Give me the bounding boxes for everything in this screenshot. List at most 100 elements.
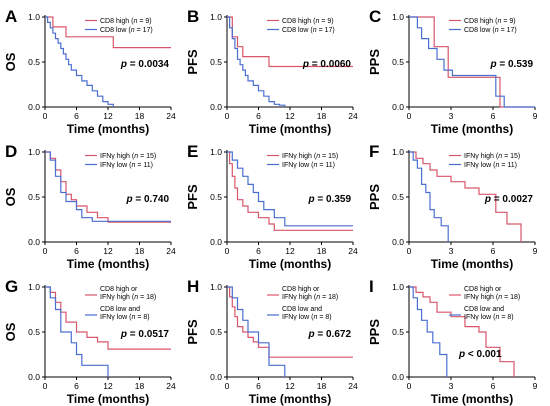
x-tick-label: 12 xyxy=(103,246,113,256)
x-tick-label: 18 xyxy=(317,381,327,391)
y-tick-label: 0.0 xyxy=(210,237,222,247)
km-curve-low xyxy=(227,16,286,107)
x-axis-label: Time (months) xyxy=(249,392,331,406)
x-tick-label: 18 xyxy=(135,246,145,256)
y-tick-label: 0.5 xyxy=(28,327,40,337)
legend-label: CD8 low and xyxy=(100,306,140,313)
panel-letter: D xyxy=(5,142,17,161)
panel-letter: B xyxy=(187,7,199,26)
y-tick-label: 1.0 xyxy=(392,12,404,22)
y-tick-label: 0.0 xyxy=(392,102,404,112)
x-tick-label: 24 xyxy=(166,246,176,256)
legend-label: CD8 high or xyxy=(282,286,320,293)
panel-c: C PPS 0.0 0.5 1.0 0 3 6 9 Time (months) CD8 high (… xyxy=(367,7,538,136)
x-tick-label: 18 xyxy=(317,111,327,121)
x-tick-label: 3 xyxy=(449,246,454,256)
km-curve-low xyxy=(227,151,353,227)
panel-f: F PPS 0.0 0.5 1.0 0 3 6 9 Time (months) IFNγ high … xyxy=(367,142,538,271)
x-tick-label: 0 xyxy=(43,381,48,391)
x-tick-label: 0 xyxy=(43,111,48,121)
p-value: p = 0.539 xyxy=(489,59,533,70)
x-tick-label: 12 xyxy=(103,111,113,121)
p-value: p = 0.0027 xyxy=(484,194,534,205)
x-tick-label: 18 xyxy=(135,381,145,391)
x-tick-label: 9 xyxy=(533,246,538,256)
x-axis-label: Time (months) xyxy=(67,392,149,406)
y-tick-label: 1.0 xyxy=(210,12,222,22)
y-tick-label: 1.0 xyxy=(28,147,40,157)
legend-label: IFNγ low (n = 11) xyxy=(464,162,517,169)
legend-label: CD8 low (n = 17) xyxy=(282,27,335,34)
km-curve-high xyxy=(227,151,353,231)
panel-letter: E xyxy=(187,142,198,161)
y-tick-label: 0.0 xyxy=(392,372,404,382)
x-tick-label: 0 xyxy=(225,111,230,121)
y-tick-label: 0.0 xyxy=(210,372,222,382)
y-tick-label: 1.0 xyxy=(210,147,222,157)
y-axis-label: PFS xyxy=(185,319,200,345)
x-tick-label: 0 xyxy=(225,381,230,391)
x-tick-label: 6 xyxy=(256,381,261,391)
p-value: p = 0.672 xyxy=(307,329,351,340)
x-tick-label: 12 xyxy=(285,111,295,121)
y-tick-label: 0.5 xyxy=(210,57,222,67)
x-tick-label: 24 xyxy=(166,381,176,391)
x-tick-label: 0 xyxy=(407,246,412,256)
y-tick-label: 0.5 xyxy=(28,57,40,67)
y-axis-label: PPS xyxy=(367,184,382,210)
x-tick-label: 6 xyxy=(491,381,496,391)
legend-label: IFNγ high (n = 15) xyxy=(100,153,156,160)
x-axis-label: Time (months) xyxy=(431,257,513,271)
legend-label: IFNγ low (n = 11) xyxy=(282,162,335,169)
x-tick-label: 12 xyxy=(285,246,295,256)
x-tick-label: 0 xyxy=(225,246,230,256)
panel-b: B PFS 0.0 0.5 1.0 0 6 12 18 24 Time (months) CD8 hi… xyxy=(185,7,358,136)
panel-a: A OS 0.0 0.5 1.0 0 6 12 18 24 Time (months) CD8 hig… xyxy=(3,7,176,136)
y-tick-label: 1.0 xyxy=(28,12,40,22)
x-axis-label: Time (months) xyxy=(249,257,331,271)
x-tick-label: 6 xyxy=(74,381,79,391)
km-curve-low xyxy=(45,286,109,377)
x-tick-label: 9 xyxy=(533,381,538,391)
y-tick-label: 0.5 xyxy=(28,192,40,202)
km-curve-high xyxy=(409,286,515,377)
x-tick-label: 6 xyxy=(74,246,79,256)
legend-label: CD8 high or xyxy=(464,286,502,293)
y-tick-label: 0.0 xyxy=(210,102,222,112)
panel-g: G OS 0.0 0.5 1.0 0 6 12 18 24 Time (months) CD8 hig… xyxy=(3,277,176,406)
y-axis-label: PFS xyxy=(185,184,200,210)
x-tick-label: 24 xyxy=(348,381,358,391)
legend-label: IFNγ low (n = 8) xyxy=(464,314,514,321)
y-tick-label: 1.0 xyxy=(28,282,40,292)
x-tick-label: 6 xyxy=(491,246,496,256)
y-tick-label: 0.5 xyxy=(210,327,222,337)
x-tick-label: 3 xyxy=(449,111,454,121)
x-tick-label: 6 xyxy=(74,111,79,121)
y-axis-label: OS xyxy=(3,52,18,71)
y-tick-label: 0.5 xyxy=(210,192,222,202)
km-curve-high xyxy=(227,286,353,358)
y-tick-label: 1.0 xyxy=(392,282,404,292)
y-tick-label: 0.5 xyxy=(392,327,404,337)
x-axis-label: Time (months) xyxy=(431,122,513,136)
y-tick-label: 0.5 xyxy=(392,192,404,202)
panel-letter: A xyxy=(5,7,17,26)
y-tick-label: 0.5 xyxy=(392,57,404,67)
y-axis-label: OS xyxy=(3,322,18,341)
legend-label: CD8 high or xyxy=(100,286,138,293)
x-axis-label: Time (months) xyxy=(249,122,331,136)
x-tick-label: 24 xyxy=(348,111,358,121)
km-curve-high xyxy=(409,16,535,108)
legend-label: IFNγ high (n = 18) xyxy=(282,294,338,301)
legend-label: IFNγ high (n = 15) xyxy=(282,153,338,160)
legend-label: IFNγ high (n = 18) xyxy=(100,294,156,301)
y-axis-label: PPS xyxy=(367,319,382,345)
km-curve-low xyxy=(409,16,535,108)
p-value: p = 0.740 xyxy=(125,194,169,205)
legend-label: CD8 high (n = 9) xyxy=(464,18,516,25)
x-axis-label: Time (months) xyxy=(431,392,513,406)
km-curve-low xyxy=(409,151,449,242)
legend-label: IFNγ low (n = 8) xyxy=(100,314,150,321)
km-curve-low xyxy=(227,286,286,377)
y-axis-label: OS xyxy=(3,187,18,206)
